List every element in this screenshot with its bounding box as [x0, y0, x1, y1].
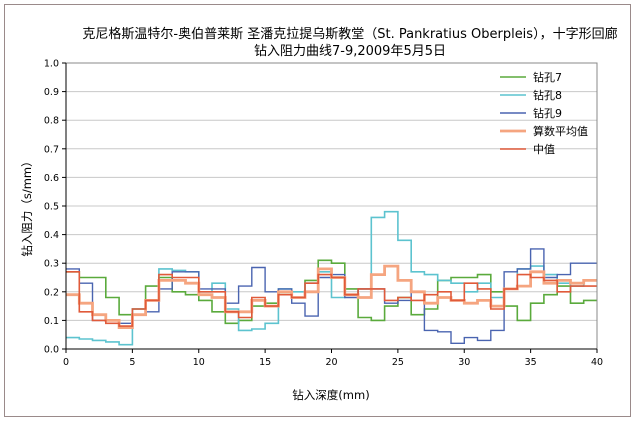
chart-title-line-2: 钻入阻力曲线7-9,2009年5月5日 [254, 44, 446, 59]
y-tick-label: 0.4 [44, 230, 59, 241]
x-axis-label: 钻入深度(mm) [292, 388, 369, 402]
y-tick-label: 0.6 [44, 173, 59, 184]
x-tick-label: 15 [259, 357, 271, 368]
x-tick-label: 30 [458, 357, 470, 368]
series-layer [66, 210, 597, 346]
y-tick-label: 0.1 [44, 316, 59, 327]
y-tick-label: 0.7 [44, 144, 59, 155]
x-tick-label: 40 [591, 357, 603, 368]
y-tick-label: 1.0 [44, 59, 59, 70]
chart-frame [4, 4, 631, 417]
series-line-5 [66, 271, 597, 327]
y-tick-label: 0.8 [44, 116, 59, 127]
axes-layer: 0.0 0.1 0.2 0.3 0.4 0.5 0.6 0.7 0.8 0.9 1.0 0 5 10 15 2… [44, 59, 603, 369]
x-tick-label: 25 [392, 357, 404, 368]
y-tick-label: 0.3 [44, 259, 59, 270]
y-tick-label: 0.5 [44, 202, 59, 213]
y-tick-label: 0.0 [44, 345, 59, 356]
legend-label-3: 钻孔9 [533, 106, 562, 120]
chart-title-line-1: 克尼格斯温特尔-奥伯普莱斯 圣潘克拉提乌斯教堂（St. Pankratius O… [82, 26, 617, 42]
y-axis-label: 钻入阻力（s/mm） [20, 155, 34, 256]
x-tick-label: 5 [129, 357, 135, 368]
legend-label-4: 算数平均值 [533, 124, 588, 138]
y-tick-label: 0.9 [44, 87, 59, 98]
legend-label-2: 钻孔8 [533, 88, 562, 102]
x-tick-label: 10 [193, 357, 205, 368]
legend-label-1: 钻孔7 [533, 70, 562, 84]
x-tick-label: 0 [63, 357, 69, 368]
chart-title-group: 克尼格斯温特尔-奥伯普莱斯 圣潘克拉提乌斯教堂（St. Pankratius O… [82, 26, 617, 59]
x-tick-label: 20 [325, 357, 337, 368]
x-tick-label: 35 [525, 357, 537, 368]
y-tick-label: 0.2 [44, 287, 59, 298]
legend-label-5: 中值 [533, 143, 555, 156]
